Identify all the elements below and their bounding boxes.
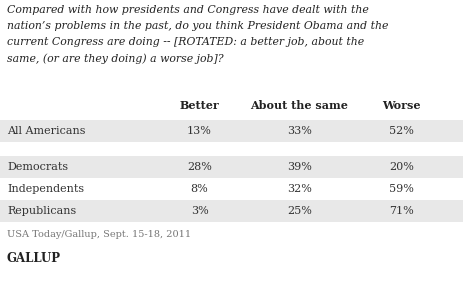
Bar <box>0 200 463 222</box>
Text: 28%: 28% <box>187 162 212 172</box>
Text: 59%: 59% <box>388 184 413 194</box>
Text: 25%: 25% <box>286 206 311 216</box>
Text: 20%: 20% <box>388 162 413 172</box>
Text: Better: Better <box>179 100 219 111</box>
Text: 13%: 13% <box>187 126 212 136</box>
Text: Republicans: Republicans <box>7 206 76 216</box>
Text: 8%: 8% <box>190 184 208 194</box>
Text: 52%: 52% <box>388 126 413 136</box>
Text: 33%: 33% <box>286 126 311 136</box>
Text: USA Today/Gallup, Sept. 15-18, 2011: USA Today/Gallup, Sept. 15-18, 2011 <box>7 230 191 239</box>
Text: 39%: 39% <box>286 162 311 172</box>
Text: Worse: Worse <box>382 100 419 111</box>
Text: nation’s problems in the past, do you think President Obama and the: nation’s problems in the past, do you th… <box>7 21 388 31</box>
Text: same, (or are they doing) a worse job]?: same, (or are they doing) a worse job]? <box>7 53 223 64</box>
Text: Democrats: Democrats <box>7 162 68 172</box>
Text: All Americans: All Americans <box>7 126 85 136</box>
Text: About the same: About the same <box>250 100 347 111</box>
Text: current Congress are doing -- [ROTATED: a better job, about the: current Congress are doing -- [ROTATED: … <box>7 37 363 47</box>
Text: Compared with how presidents and Congress have dealt with the: Compared with how presidents and Congres… <box>7 5 368 15</box>
Bar <box>0 156 463 178</box>
Bar <box>0 120 463 142</box>
Text: 32%: 32% <box>286 184 311 194</box>
Text: 71%: 71% <box>388 206 413 216</box>
Text: Independents: Independents <box>7 184 84 194</box>
Text: GALLUP: GALLUP <box>7 252 61 265</box>
Text: 3%: 3% <box>190 206 208 216</box>
